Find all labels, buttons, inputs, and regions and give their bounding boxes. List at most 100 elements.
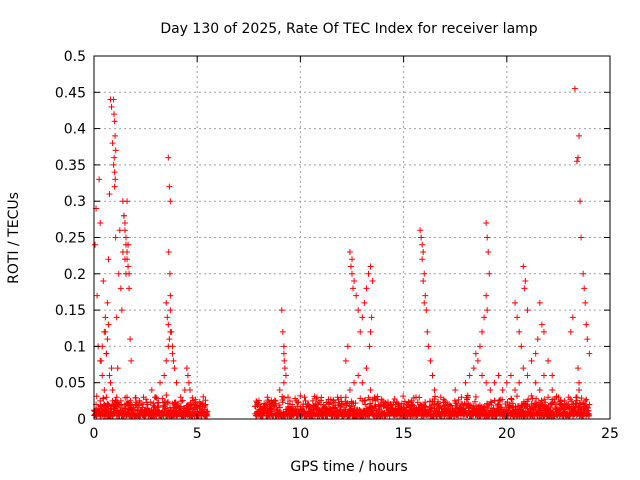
data-point xyxy=(540,328,547,335)
data-point xyxy=(419,241,426,248)
data-point xyxy=(576,386,583,393)
data-point xyxy=(95,405,102,412)
data-point-baseline xyxy=(155,404,162,411)
data-point xyxy=(388,405,395,412)
data-point xyxy=(479,372,486,379)
y-tick-label: 0.45 xyxy=(55,85,86,101)
data-point xyxy=(349,270,355,277)
data-point xyxy=(458,394,465,401)
data-point xyxy=(114,365,121,372)
data-point-baseline xyxy=(538,397,545,404)
data-point xyxy=(524,372,531,379)
data-point xyxy=(152,394,159,401)
data-point xyxy=(334,394,341,401)
data-point xyxy=(576,379,583,386)
data-point xyxy=(424,328,431,335)
data-point xyxy=(297,405,304,412)
data-point xyxy=(536,299,543,306)
data-point xyxy=(365,270,372,277)
y-tick-label: 0.5 xyxy=(64,49,86,65)
data-point-baseline xyxy=(153,395,160,402)
data-point xyxy=(171,365,178,372)
data-point xyxy=(567,328,574,335)
y-tick-label: 0 xyxy=(77,412,86,428)
data-point-baseline xyxy=(432,393,439,400)
y-tick-label: 0.3 xyxy=(64,194,86,210)
data-point xyxy=(485,249,492,256)
data-point xyxy=(379,397,386,404)
data-point xyxy=(584,336,591,343)
data-point xyxy=(169,350,176,357)
data-point xyxy=(97,397,104,404)
data-point xyxy=(516,328,523,335)
data-point xyxy=(427,357,434,364)
data-point xyxy=(353,292,360,299)
data-point-baseline xyxy=(583,396,590,403)
data-point xyxy=(264,394,271,401)
data-point xyxy=(507,372,514,379)
data-point xyxy=(126,285,133,292)
data-point xyxy=(361,299,368,306)
data-point xyxy=(561,397,568,404)
data-point xyxy=(573,158,580,165)
data-point xyxy=(375,401,382,408)
data-point xyxy=(184,372,191,379)
data-point xyxy=(157,379,164,386)
data-point xyxy=(280,343,287,350)
data-point xyxy=(110,96,117,103)
data-point xyxy=(521,285,528,292)
data-point xyxy=(412,394,419,401)
data-point xyxy=(384,401,391,408)
data-point xyxy=(293,397,300,404)
data-point xyxy=(170,357,177,364)
data-point-baseline xyxy=(422,403,429,410)
data-point xyxy=(111,111,118,118)
data-point xyxy=(346,386,353,393)
data-point xyxy=(126,401,133,408)
data-point xyxy=(104,299,111,306)
data-point xyxy=(117,397,124,404)
data-point xyxy=(545,357,552,364)
data-point xyxy=(144,401,151,408)
data-point xyxy=(522,278,529,285)
data-point-baseline xyxy=(431,396,438,403)
data-point xyxy=(408,397,415,404)
data-point xyxy=(280,379,287,386)
data-point xyxy=(124,249,131,256)
data-point xyxy=(100,278,107,285)
data-point xyxy=(185,401,192,408)
data-point xyxy=(571,85,578,92)
data-point-baseline xyxy=(362,401,369,408)
data-point xyxy=(128,357,135,364)
data-point-baseline xyxy=(201,404,208,411)
data-point xyxy=(186,386,193,393)
data-point xyxy=(338,401,345,408)
data-point xyxy=(118,307,125,314)
data-point xyxy=(173,379,180,386)
data-point xyxy=(104,336,111,343)
data-point-baseline xyxy=(127,397,134,404)
data-point-baseline xyxy=(547,400,554,407)
data-point-baseline xyxy=(541,396,548,403)
data-point-baseline xyxy=(163,392,170,399)
data-point xyxy=(194,405,201,412)
data-point xyxy=(167,307,174,314)
data-point xyxy=(371,394,378,401)
data-point xyxy=(421,299,428,306)
data-point xyxy=(163,357,170,364)
data-point xyxy=(107,379,114,386)
data-point xyxy=(503,379,510,386)
data-point xyxy=(419,256,426,263)
data-point xyxy=(355,372,362,379)
data-point xyxy=(418,234,425,241)
data-point xyxy=(484,307,491,314)
data-point xyxy=(109,386,116,393)
data-point-baseline xyxy=(262,401,269,408)
data-point xyxy=(167,292,174,299)
data-point xyxy=(549,386,556,393)
data-point xyxy=(105,321,112,328)
data-point xyxy=(305,401,312,408)
data-point-baseline xyxy=(189,405,196,412)
data-point-baseline xyxy=(525,396,532,403)
data-point xyxy=(99,372,106,379)
